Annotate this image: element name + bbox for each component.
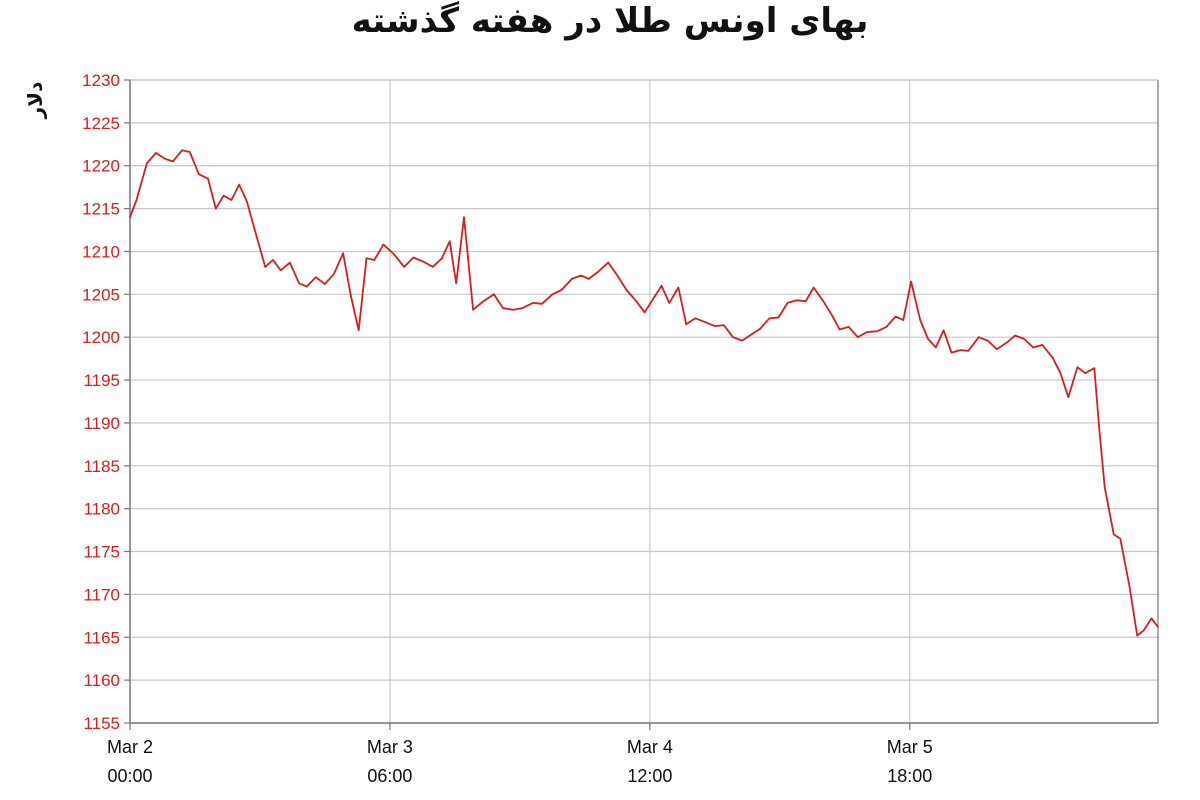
series-layer bbox=[129, 149, 1159, 637]
price-series-line bbox=[129, 149, 1159, 637]
x-tick-label-date: Mar 4 bbox=[627, 737, 673, 757]
y-tick-label: 1210 bbox=[82, 242, 120, 261]
x-tick-label-time: 12:00 bbox=[627, 766, 672, 786]
y-tick-label: 1155 bbox=[83, 714, 120, 733]
x-tick-label-time: 00:00 bbox=[107, 766, 152, 786]
y-tick-label: 1205 bbox=[82, 285, 120, 304]
x-tick-label-time: 18:00 bbox=[887, 766, 932, 786]
y-axis-label: دلار bbox=[23, 82, 47, 120]
x-tick-label-date: Mar 5 bbox=[887, 737, 933, 757]
grid-layer bbox=[130, 79, 1158, 724]
y-tick-label: 1230 bbox=[82, 71, 120, 90]
x-tick-label-date: Mar 2 bbox=[107, 737, 153, 757]
plot-area bbox=[130, 80, 1158, 723]
y-tick-label: 1170 bbox=[83, 585, 120, 604]
y-tick-label: 1180 bbox=[83, 500, 120, 519]
y-tick-label: 1225 bbox=[82, 114, 120, 133]
y-tick-label: 1185 bbox=[83, 457, 120, 476]
x-tick-labels: Mar 2 00:00 Mar 3 06:00 Mar 4 12:00 Mar 5 18:00 bbox=[107, 737, 933, 786]
y-tick-label: 1195 bbox=[83, 371, 120, 390]
y-tick-label: 1165 bbox=[83, 628, 120, 647]
y-tick-label: 1220 bbox=[82, 157, 120, 176]
chart-title: بهای اونس طلا در هفته گذشته bbox=[352, 1, 869, 41]
x-tick-label-time: 06:00 bbox=[367, 766, 412, 786]
y-tick-label: 1175 bbox=[83, 543, 120, 562]
y-tick-labels: 1155 1160 1165 1170 1175 1180 1185 1190 1195 1200… bbox=[82, 71, 120, 733]
y-tick-label: 1160 bbox=[83, 671, 120, 690]
x-tick-label-date: Mar 3 bbox=[367, 737, 413, 757]
axis-layer bbox=[124, 79, 1159, 730]
y-tick-label: 1215 bbox=[82, 200, 120, 219]
y-tick-label: 1200 bbox=[82, 328, 120, 347]
y-tick-label: 1190 bbox=[83, 414, 120, 433]
